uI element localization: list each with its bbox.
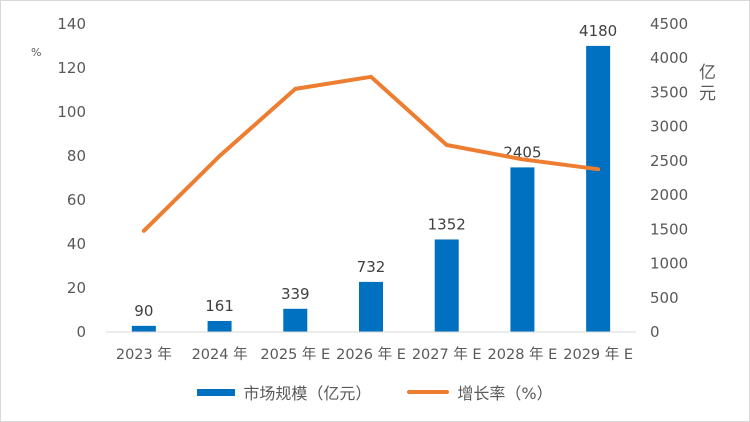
x-axis-category-label: 2025 年 E <box>260 346 330 363</box>
legend-item-market-size[interactable]: 市场规模（亿元） <box>197 380 371 404</box>
legend-label-growth-rate: 增长率（%） <box>457 384 553 403</box>
bar-data-label: 161 <box>205 297 234 315</box>
market-size-bar <box>207 320 232 332</box>
legend: 市场规模（亿元） 增长率（%） <box>0 380 750 404</box>
right-axis-unit-line2: 元 <box>699 84 716 104</box>
market-size-bar <box>131 325 156 332</box>
right-axis-unit-line1: 亿 <box>699 63 716 83</box>
market-size-bar <box>586 45 611 332</box>
right-axis-tick-label: 3500 <box>650 83 688 101</box>
right-axis-tick-label: 0 <box>650 323 660 341</box>
left-axis-tick-label: 0 <box>76 323 86 341</box>
left-axis-tick-label: 120 <box>57 59 86 77</box>
left-axis-tick-label: 40 <box>67 235 86 253</box>
right-axis-tick-label: 4500 <box>650 15 688 33</box>
left-axis-unit: % <box>31 46 41 59</box>
line-swatch-icon <box>407 390 450 394</box>
x-axis-category-label: 2027 年 E <box>412 346 482 363</box>
left-axis-tick-label: 100 <box>57 103 86 121</box>
x-axis-category-label: 2024 年 <box>192 346 248 363</box>
x-axis-category-label: 2023 年 <box>116 346 172 363</box>
bar-data-label: 732 <box>357 258 386 276</box>
market-size-bar <box>434 239 459 332</box>
right-axis-tick-label: 2000 <box>650 186 688 204</box>
market-size-bar <box>283 308 308 332</box>
right-axis-tick-label: 500 <box>650 289 679 307</box>
left-axis-tick-label: 20 <box>67 279 86 297</box>
right-axis-tick-label: 1000 <box>650 255 688 273</box>
bar-data-label: 90 <box>134 302 153 320</box>
growth-rate-line <box>141 74 601 233</box>
bar-swatch-icon <box>197 388 236 396</box>
legend-item-growth-rate[interactable]: 增长率（%） <box>407 380 553 404</box>
bar-data-label: 339 <box>281 285 310 303</box>
bar-data-label: 4180 <box>579 22 617 40</box>
left-axis-tick-label: 140 <box>57 15 86 33</box>
bar-data-label: 1352 <box>428 215 466 233</box>
left-axis-tick-label: 60 <box>67 191 86 209</box>
x-axis-category-label: 2026 年 E <box>336 346 406 363</box>
left-axis-tick-label: 80 <box>67 147 86 165</box>
x-axis-category-label: 2029 年 E <box>563 346 633 363</box>
right-axis-tick-label: 1500 <box>650 220 688 238</box>
right-axis-tick-label: 2500 <box>650 152 688 170</box>
right-axis-tick-label: 3000 <box>650 118 688 136</box>
x-axis-category-label: 2028 年 E <box>488 346 558 363</box>
legend-label-market-size: 市场规模（亿元） <box>243 384 372 403</box>
right-axis-tick-label: 4000 <box>650 49 688 67</box>
market-size-bar <box>510 167 535 332</box>
market-size-bar <box>359 281 383 332</box>
